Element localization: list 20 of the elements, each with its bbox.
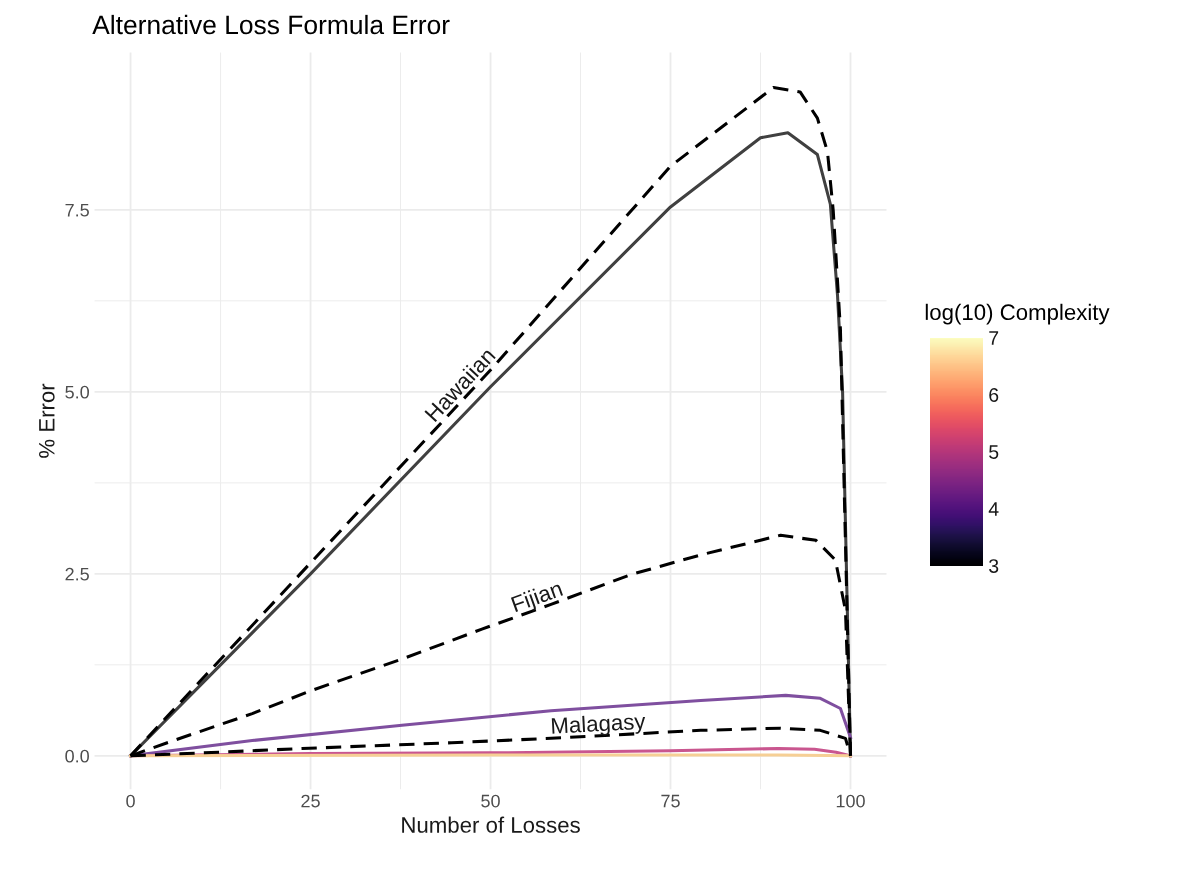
y-tick-label: 2.5 [65, 567, 89, 581]
x-tick-label: 75 [661, 794, 680, 808]
y-tick-label: 5.0 [65, 385, 89, 399]
x-tick-label: 100 [836, 794, 865, 808]
color-bar-label: 6 [989, 388, 999, 402]
x-tick-label: 25 [301, 794, 320, 808]
color-bar-label: 4 [988, 502, 999, 516]
text: Fijian [510, 580, 565, 617]
color-bar-title: log(10) Complexity [925, 303, 1110, 325]
color-bar-label: 7 [989, 331, 999, 345]
y-tick-label: 7.5 [65, 203, 89, 217]
series-label: Malagasy [551, 712, 646, 739]
color-bar-label: 3 [989, 559, 999, 573]
color-bar-label: 5 [989, 445, 999, 459]
x-tick-label: 0 [126, 794, 135, 808]
x-tick-label: 50 [481, 794, 500, 808]
y-tick-label: 0.0 [65, 749, 89, 763]
y-axis-title: % Error [39, 383, 55, 458]
x-axis-title: Number of Losses [402, 816, 580, 833]
chart-title: Alternative Loss Formula Error [92, 14, 450, 35]
